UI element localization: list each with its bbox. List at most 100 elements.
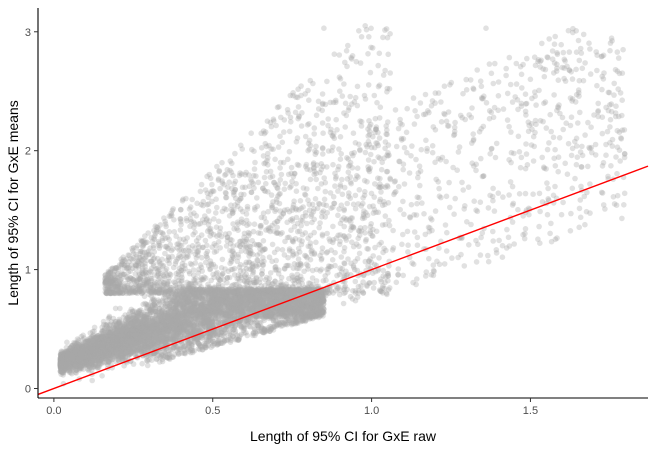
data-point — [169, 313, 175, 319]
data-point — [567, 122, 574, 129]
data-point — [148, 234, 155, 241]
data-point — [417, 182, 423, 189]
data-point — [383, 26, 390, 32]
data-point — [264, 299, 270, 306]
data-point — [140, 343, 146, 350]
data-point — [592, 152, 599, 158]
data-point — [556, 135, 563, 141]
data-point — [565, 140, 572, 147]
data-point — [395, 272, 402, 278]
data-point — [294, 135, 301, 141]
data-point — [372, 181, 378, 187]
data-point — [88, 349, 95, 355]
data-point — [541, 73, 548, 80]
data-point — [77, 353, 84, 359]
data-point — [59, 365, 66, 372]
data-point — [233, 305, 240, 312]
data-point — [86, 354, 93, 360]
data-point — [186, 281, 192, 287]
data-point — [619, 215, 625, 222]
data-point — [414, 113, 420, 120]
data-point — [594, 67, 600, 74]
data-point — [485, 252, 491, 259]
data-point — [298, 288, 305, 295]
data-point — [72, 350, 78, 357]
data-point — [368, 44, 374, 51]
data-point — [251, 166, 258, 172]
data-point — [352, 176, 359, 183]
data-point — [260, 298, 267, 304]
data-point — [375, 62, 382, 69]
data-point — [154, 324, 160, 331]
data-point — [230, 313, 236, 320]
data-point — [346, 190, 352, 196]
data-point — [182, 322, 189, 329]
data-point — [372, 244, 378, 251]
data-point — [310, 297, 317, 304]
data-point — [108, 268, 114, 275]
data-point — [58, 358, 64, 365]
data-point — [222, 292, 228, 299]
data-point — [130, 329, 136, 335]
data-point — [503, 65, 510, 72]
data-point — [267, 293, 274, 299]
data-point — [492, 154, 499, 161]
data-point — [67, 352, 73, 359]
data-point — [598, 189, 605, 196]
data-point — [95, 358, 102, 364]
data-point — [306, 207, 313, 213]
data-point — [500, 106, 507, 112]
data-point — [455, 254, 461, 261]
data-point — [279, 247, 286, 253]
data-point — [219, 159, 225, 166]
data-point — [252, 299, 258, 306]
data-point — [469, 105, 475, 111]
data-point — [298, 205, 304, 212]
data-point — [555, 77, 562, 83]
data-point — [304, 312, 311, 319]
data-point — [225, 296, 232, 302]
data-point — [490, 80, 497, 87]
data-point — [291, 305, 297, 312]
data-point — [468, 221, 474, 228]
data-point — [89, 377, 95, 384]
data-point — [465, 184, 472, 190]
data-point — [63, 355, 69, 362]
data-point — [154, 321, 160, 328]
data-point — [592, 141, 599, 148]
data-point — [438, 194, 444, 201]
data-point — [397, 116, 403, 123]
data-point — [167, 286, 173, 293]
data-point — [296, 249, 303, 255]
data-point — [319, 145, 326, 151]
data-point — [311, 131, 318, 137]
data-point — [594, 82, 600, 89]
data-point — [295, 86, 301, 92]
data-point — [288, 305, 294, 312]
data-point — [572, 175, 578, 182]
data-point — [278, 285, 285, 292]
data-point — [63, 354, 70, 360]
data-point — [74, 366, 81, 372]
data-point — [560, 199, 566, 206]
data-point — [511, 241, 517, 247]
data-point — [85, 363, 92, 370]
data-point — [148, 329, 155, 336]
data-point — [153, 321, 160, 328]
data-point — [135, 308, 142, 315]
data-point — [374, 99, 380, 106]
data-point — [367, 151, 374, 158]
data-point — [473, 167, 479, 174]
data-point — [224, 234, 231, 241]
data-point — [392, 107, 399, 113]
data-point — [120, 340, 127, 347]
data-point — [251, 148, 257, 154]
data-point — [515, 206, 521, 213]
data-point — [551, 41, 558, 47]
data-point — [118, 340, 124, 346]
data-point — [306, 293, 313, 299]
data-point — [107, 329, 113, 336]
data-point — [267, 270, 274, 276]
data-point — [452, 119, 458, 126]
data-point — [148, 277, 155, 284]
